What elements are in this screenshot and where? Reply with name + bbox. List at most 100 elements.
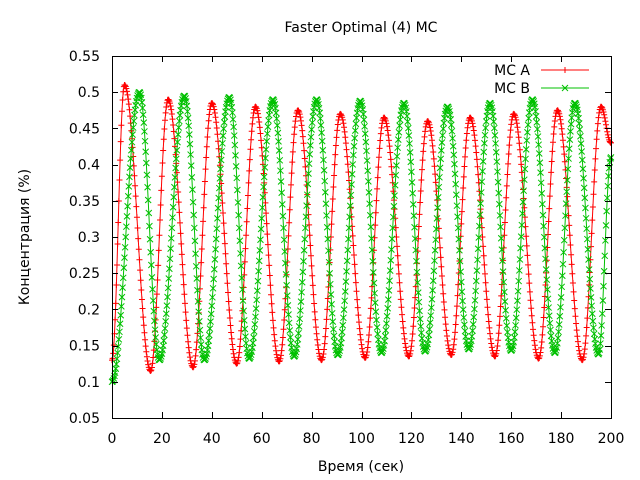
data-point: [347, 191, 355, 199]
data-point: [123, 88, 130, 95]
data-point: [350, 142, 358, 150]
data-point: [364, 349, 371, 356]
data-point: [585, 266, 593, 273]
data-point: [420, 140, 427, 147]
data-point: [432, 225, 440, 233]
data-point: [304, 180, 312, 188]
data-point: [115, 219, 122, 226]
data-point: [110, 350, 117, 357]
data-point: [153, 291, 160, 298]
data-point: [298, 288, 305, 296]
data-point: [413, 268, 421, 276]
data-point: [191, 361, 198, 368]
data-point: [587, 285, 594, 292]
data-point: [443, 332, 450, 339]
data-point: [392, 224, 399, 231]
data-point: [409, 337, 416, 344]
data-point: [165, 275, 173, 282]
data-point: [411, 235, 419, 243]
data-point: [288, 170, 295, 177]
data-point: [438, 139, 446, 146]
data-point: [124, 91, 131, 98]
data-point: [416, 315, 424, 323]
series-mc-b: [108, 88, 615, 386]
data-point: [226, 94, 234, 102]
data-point: [272, 343, 279, 350]
data-point: [291, 131, 298, 138]
data-point: [497, 223, 504, 231]
y-tick-label: 0.45: [69, 121, 100, 137]
series-mc-a: [109, 81, 614, 374]
data-point: [330, 332, 338, 340]
data-point: [518, 161, 525, 168]
data-point: [580, 354, 587, 361]
data-point: [157, 216, 164, 223]
data-point: [216, 175, 224, 182]
data-point: [296, 111, 303, 118]
data-point: [462, 145, 469, 152]
data-point: [516, 146, 523, 153]
data-point: [529, 96, 537, 104]
data-point: [540, 222, 547, 230]
data-point: [119, 284, 126, 291]
data-point: [481, 261, 488, 268]
data-point: [297, 307, 304, 314]
data-point: [354, 296, 361, 303]
data-point: [215, 194, 223, 202]
series-line: [111, 91, 612, 383]
data-point: [432, 236, 440, 244]
data-point: [599, 297, 607, 304]
data-point: [357, 336, 364, 343]
data-point: [281, 248, 289, 255]
data-point: [314, 342, 321, 349]
data-point: [294, 335, 302, 343]
data-point: [167, 234, 175, 242]
data-point: [249, 120, 256, 127]
data-point: [219, 199, 226, 206]
data-point: [482, 118, 490, 125]
data-point: [194, 286, 201, 294]
data-point: [352, 270, 359, 277]
data-point: [404, 118, 412, 126]
data-point: [561, 151, 568, 158]
data-point: [132, 182, 139, 189]
data-point: [456, 257, 464, 265]
data-point: [337, 111, 344, 118]
data-point: [171, 183, 178, 191]
data-point: [181, 300, 188, 307]
data-point: [196, 298, 203, 305]
data-point: [219, 139, 226, 147]
data-point: [253, 104, 260, 111]
y-axis-label: Концентрация (%): [17, 169, 33, 305]
data-point: [349, 161, 357, 168]
data-point: [558, 120, 565, 127]
data-point: [569, 279, 576, 286]
data-point: [496, 313, 503, 320]
data-point: [110, 375, 118, 382]
data-point: [327, 234, 334, 240]
data-point: [536, 352, 543, 359]
data-point: [426, 121, 433, 128]
data-point: [549, 345, 557, 352]
data-point: [581, 350, 588, 357]
data-point: [412, 246, 420, 254]
data-point: [353, 288, 360, 295]
data-point: [489, 112, 497, 120]
data-point: [431, 246, 439, 254]
data-point: [331, 172, 338, 179]
data-point: [200, 204, 207, 211]
data-point: [582, 204, 589, 212]
data-point: [407, 347, 414, 354]
data-point: [474, 245, 482, 253]
data-point: [455, 235, 463, 243]
y-tick-label: 0.3: [78, 230, 100, 246]
data-point: [358, 341, 365, 348]
data-point: [575, 120, 583, 127]
x-tick-label: 100: [348, 431, 375, 447]
data-point: [264, 241, 271, 248]
data-point: [205, 337, 213, 345]
data-point: [232, 162, 240, 170]
data-point: [583, 225, 591, 233]
data-point: [275, 147, 283, 154]
data-point: [601, 252, 609, 260]
